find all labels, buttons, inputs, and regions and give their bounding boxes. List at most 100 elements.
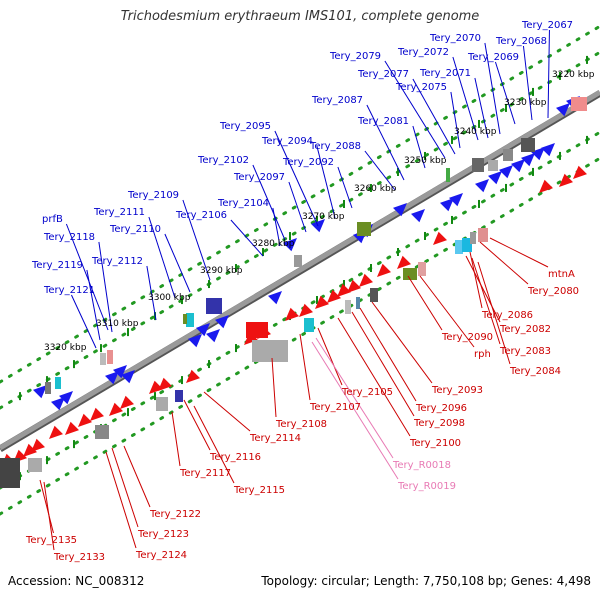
forward-gene-glyph [499,165,513,179]
kbp-tick-label: 3250 kbp [404,156,447,166]
pink-box [478,228,488,242]
gray-box [370,288,378,302]
kbp-tick-label: 3220 kbp [552,70,595,80]
forward-gene-label-leader [148,216,176,299]
gray-box [345,300,351,314]
forward-gene-glyph [531,147,545,161]
reverse-gene-glyph [109,402,123,416]
gray-box [470,232,476,244]
forward-gene-label-Tery_2095: Tery_2095 [219,121,271,132]
reverse-gene-glyph [78,413,92,427]
reverse-gene-label-Tery_2133: Tery_2133 [53,552,105,563]
reverse-gene-label-mtnA: mtnA [548,269,575,280]
forward-gene-label-Tery_2071: Tery_2071 [419,68,471,79]
reverse-gene-label-Tery_2096: Tery_2096 [415,403,467,414]
reverse-gene-glyph [573,165,587,179]
forward-gene-label-leader [337,166,353,209]
gray-box [95,425,109,439]
forward-gene-label-leader [316,145,336,219]
cyan-box [304,318,314,332]
forward-gene-label-leader [522,45,533,121]
forward-gene-label-leader [146,265,157,321]
forward-gene-label-leader [288,181,307,233]
forward-gene-label-Tery_2088: Tery_2088 [309,141,361,152]
forward-gene-label-Tery_2072: Tery_2072 [397,47,449,58]
reverse-gene-glyph [65,421,79,435]
forward-gene-label-Tery_2069: Tery_2069 [467,52,519,63]
reverse-gene-label-leader [183,399,211,451]
forward-gene-glyph [206,329,220,343]
forward-gene-label-leader [474,77,489,139]
reverse-gene-label-leader [477,261,511,365]
forward-gene-glyph [33,385,47,399]
kbp-tick-label: 3310 kbp [96,319,139,329]
dark-box [0,458,20,488]
forward-gene-label-Tery_2121: Tery_2121 [43,285,95,296]
reverse-gene-label-Tery_2098: Tery_2098 [413,418,465,429]
reverse-gene-glyph [90,407,104,421]
forward-gene-label-Tery_2118: Tery_2118 [43,232,95,243]
reverse-gene-label-leader [465,255,501,323]
forward-gene-label-Tery_2112: Tery_2112 [91,256,143,267]
reverse-gene-label-leader [317,327,343,386]
reverse-gene-glyph [347,279,361,293]
reverse-gene-label-leader [123,445,151,508]
forward-gene-label-Tery_2094: Tery_2094 [261,136,313,147]
reverse-gene-label-rph: rph [474,349,491,360]
reverse-gene-label-Tery_2090: Tery_2090 [441,332,493,343]
rna-gene-label-leader [315,337,394,459]
reverse-gene-label-Tery_2107: Tery_2107 [309,402,361,413]
reverse-gene-label-leader [111,447,139,528]
reverse-gene-label-leader [43,481,55,551]
reverse-gene-label-leader [203,391,251,432]
forward-gene-glyph [411,209,425,223]
olive-box [403,268,417,280]
gray-box [28,458,42,472]
forward-gene-label-Tery_2110: Tery_2110 [109,224,161,235]
forward-gene-glyph [196,323,210,337]
forward-gene-label-Tery_2097: Tery_2097 [233,172,285,183]
forward-gene-label-leader [547,29,550,119]
reverse-gene-label-Tery_2084: Tery_2084 [509,366,561,377]
label-leader-lines [39,29,550,551]
kbp-tick-label: 3270 kbp [302,212,345,222]
forward-gene-glyph [113,365,127,379]
reverse-gene-label-Tery_2105: Tery_2105 [341,387,393,398]
forward-gene-label-Tery_2092: Tery_2092 [282,157,334,168]
forward-gene-label-leader [274,130,319,227]
reverse-gene-glyph [539,179,553,193]
indigo-box [206,298,222,314]
forward-gene-label-Tery_2075: Tery_2075 [395,82,447,93]
forward-gene-label-Tery_2070: Tery_2070 [429,33,481,44]
steel-box [356,297,360,309]
forward-gene-label-Tery_2067: Tery_2067 [521,20,573,31]
gray-box [294,255,302,267]
reverse-gene-label-leader [105,451,137,549]
forward-gene-label-leader [452,56,479,141]
cyan-box [462,238,472,252]
kbp-tick-label: 3230 kbp [504,98,547,108]
forward-gene-glyph [393,203,407,217]
forward-gene-label-leader [70,294,97,349]
forward-gene-glyph [521,153,535,167]
reverse-gene-label-leader [371,301,433,384]
kbp-tick-label: 3280 kbp [252,239,295,249]
reverse-gene-label-Tery_2122: Tery_2122 [149,509,201,520]
topology-text: Topology: circular; Length: 7,750,108 bp… [261,574,591,588]
forward-gene-glyph [449,193,463,207]
gray-box [472,158,484,172]
pink-box [418,262,426,276]
reverse-gene-label-leader [479,241,529,285]
reverse-gene-glyph [299,303,313,317]
gray-box [156,397,168,411]
reverse-gene-label-Tery_2114: Tery_2114 [249,433,301,444]
green-box [446,168,450,182]
gray-box [252,340,288,362]
forward-gene-label-leader [494,61,516,125]
cyan-box [186,313,194,327]
reverse-gene-label-leader [271,357,277,418]
reverse-gene-label-Tery_2117: Tery_2117 [179,468,231,479]
reverse-gene-glyph [397,255,411,269]
gray-box [100,353,106,365]
forward-gene-glyph [51,397,65,411]
